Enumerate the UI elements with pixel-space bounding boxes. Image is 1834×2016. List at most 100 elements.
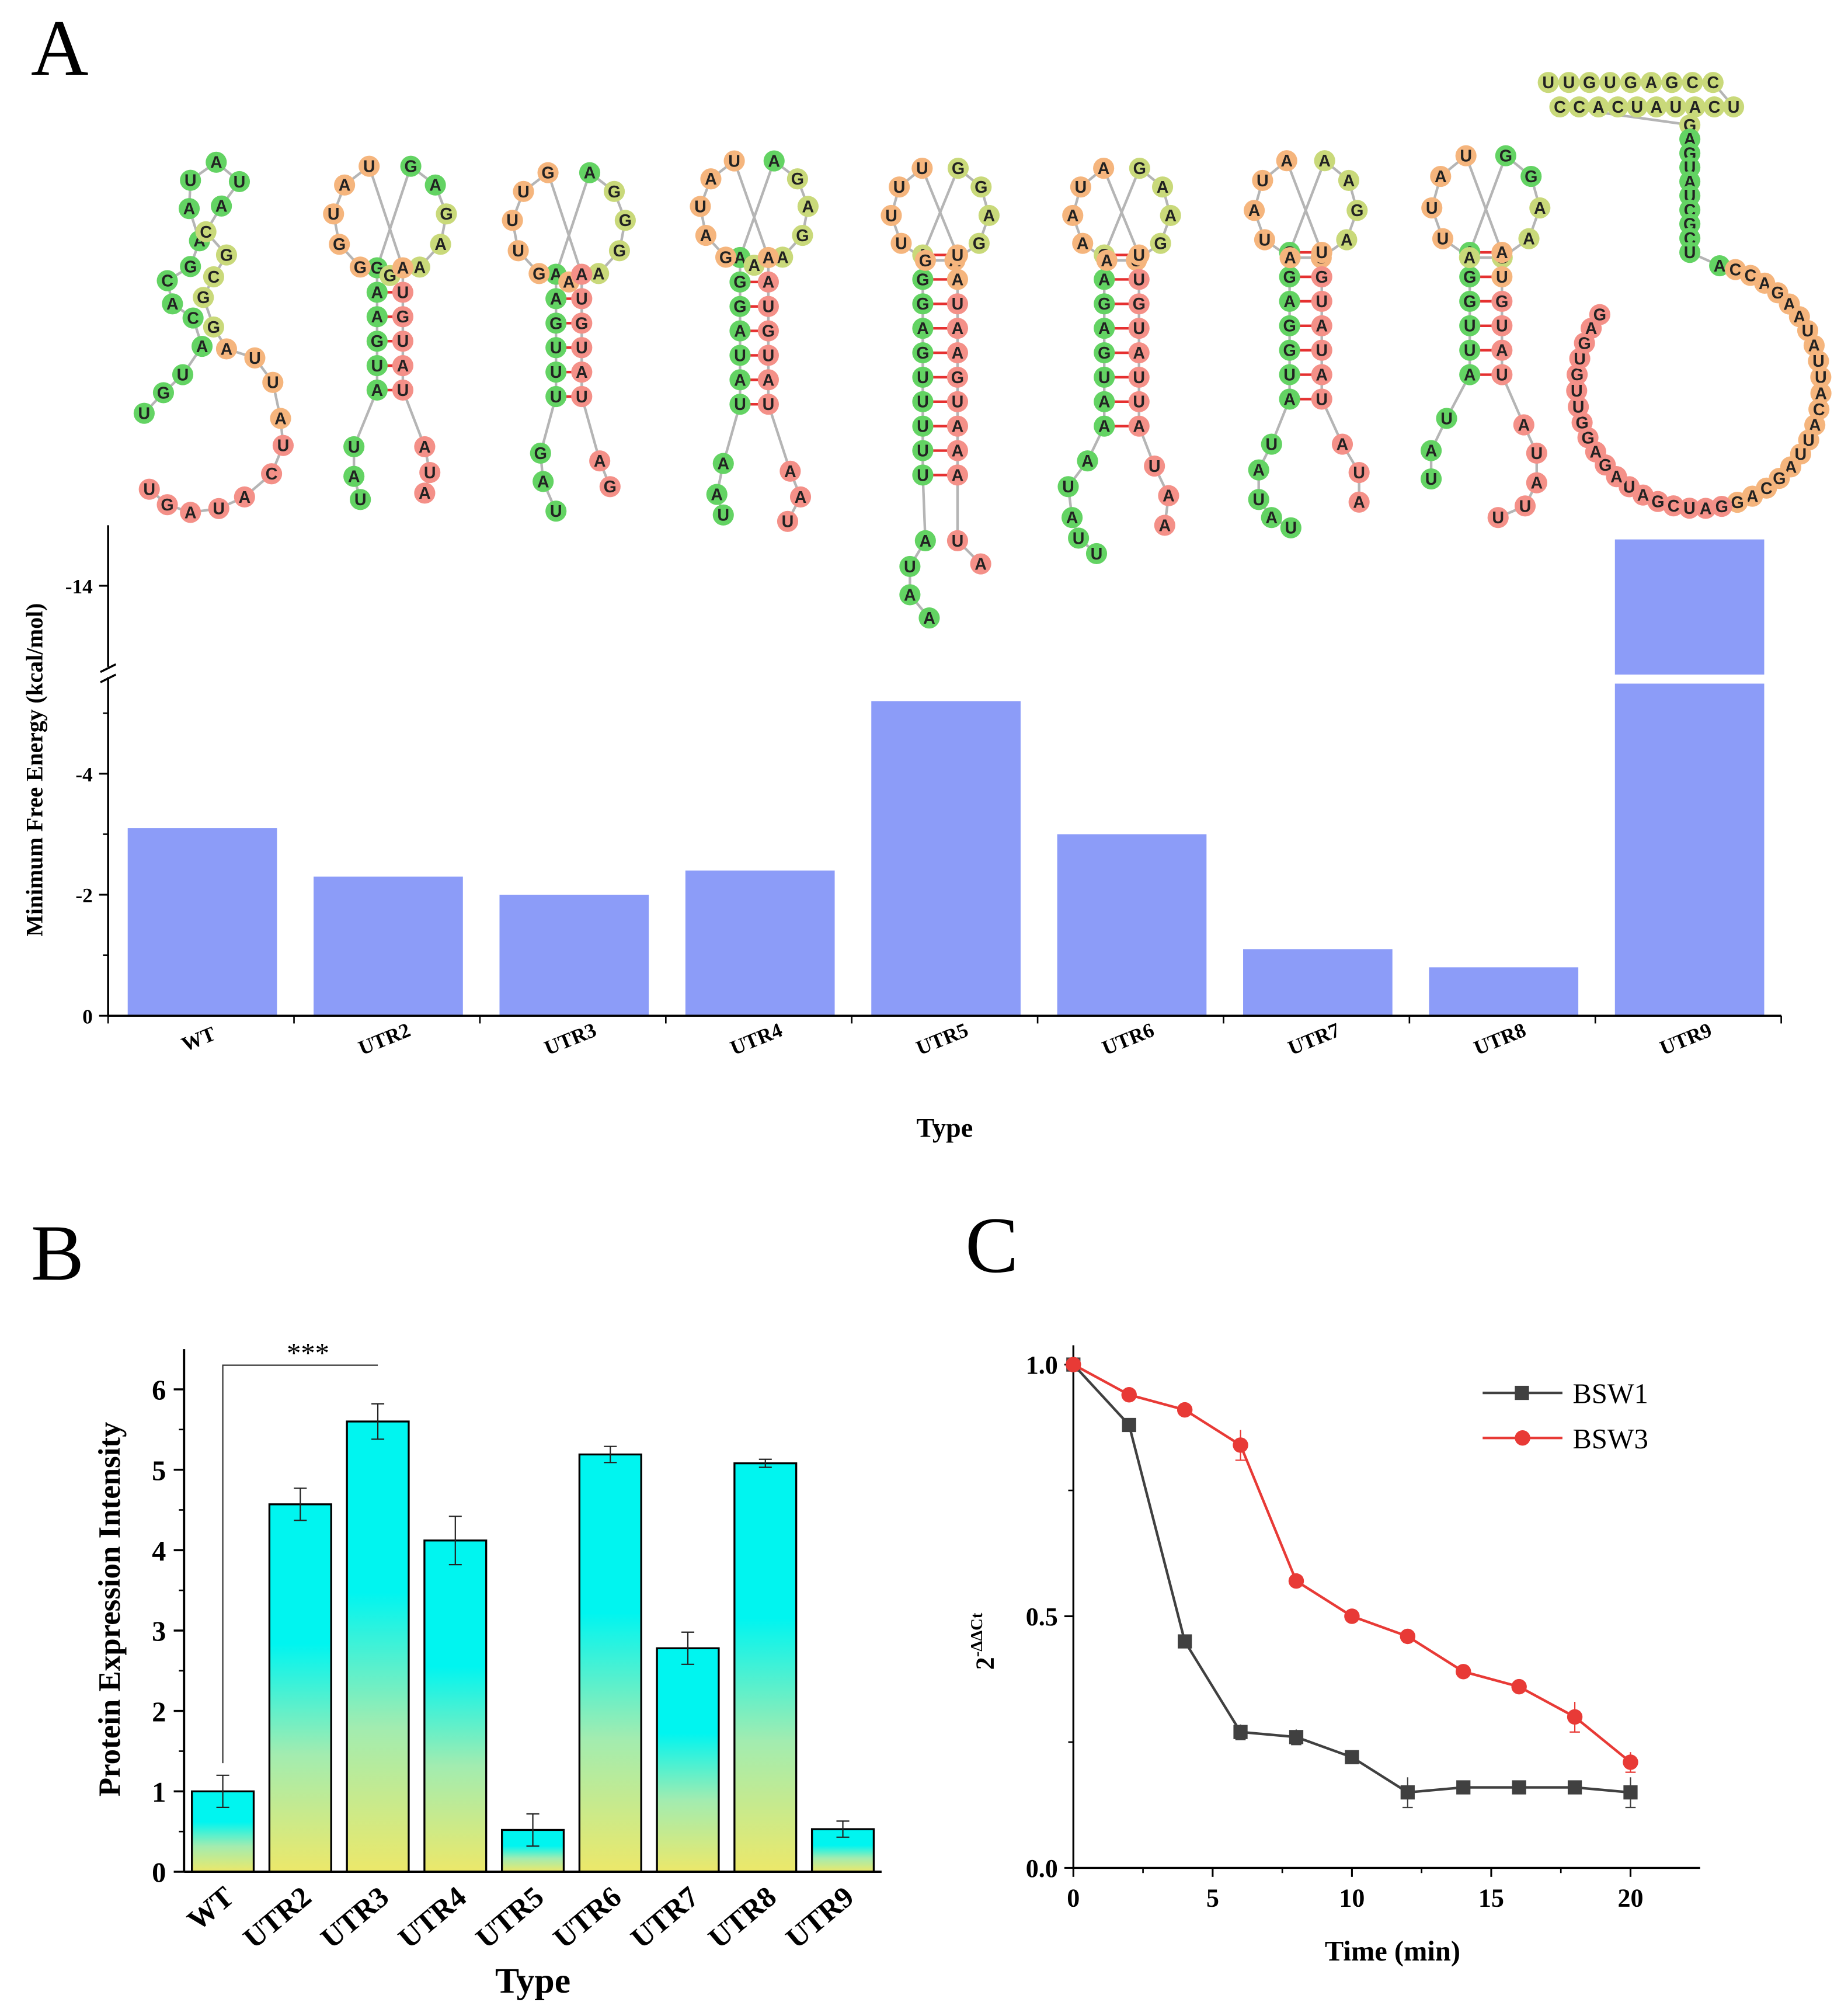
nucleotide-letter: A [983, 207, 996, 225]
nucleotide-letter: A [196, 338, 208, 356]
nucleotide-letter: A [1435, 168, 1447, 186]
nucleotide-letter: G [1583, 74, 1596, 92]
nucleotide-letter: U [1257, 172, 1269, 190]
nucleotide-letter: U [1426, 199, 1438, 218]
nucleotide-letter: A [1316, 317, 1328, 336]
nucleotide-3 [946, 530, 969, 551]
nucleotide-letter: A [1610, 468, 1623, 486]
nucleotide-letter: U [138, 405, 151, 423]
nucleotide-utr9 [1626, 96, 1648, 118]
nucleotide-letter: G [1316, 268, 1328, 287]
nucleotide-letter: U [576, 339, 588, 357]
nucleotide-6 [1514, 495, 1536, 517]
mfe-x-axis-label: Type [916, 1113, 973, 1143]
nucleotide-2 [777, 510, 799, 532]
nucleotide-5 [1279, 266, 1300, 288]
nucleotide-letter: G [919, 252, 932, 270]
nucleotide-0 [392, 306, 413, 328]
legend-label-bsw1: BSW1 [1573, 1379, 1648, 1410]
mfe-axis-break-mark [100, 673, 117, 683]
nucleotide-letter: A [371, 308, 383, 326]
nucleotide-utr9 [1808, 350, 1829, 372]
nucleotide-4 [1129, 158, 1150, 179]
nucleotide-1 [528, 263, 550, 284]
nucleotide-letter: U [348, 438, 360, 457]
nucleotide-2 [729, 345, 751, 366]
mfe-y-tick-label: -14 [65, 575, 93, 598]
nucleotide-utr9 [1702, 72, 1724, 93]
nucleotide-wt [203, 266, 224, 288]
expression-x-tick-utr9: UTR9 [779, 1880, 859, 1955]
nucleotide-0 [329, 234, 350, 255]
nucleotide-letter: U [1464, 317, 1476, 336]
nucleotide-1 [545, 337, 567, 359]
nucleotide-letter: G [333, 235, 346, 254]
nucleotide-5 [1311, 388, 1332, 410]
nucleotide-3 [912, 342, 934, 364]
nucleotide-1 [571, 337, 593, 359]
nucleotide-3 [947, 158, 969, 179]
nucleotide-letter: G [534, 444, 547, 463]
nucleotide-letter: U [1530, 444, 1543, 463]
expression-bar-utr4 [423, 1539, 488, 1873]
mfe-bar-utr9-lower [1614, 683, 1765, 1016]
nucleotide-2 [729, 369, 751, 391]
nucleotide-6 [1430, 166, 1452, 187]
nucleotide-wt [261, 463, 283, 485]
nucleotide-letter: A [1283, 293, 1296, 311]
nucleotide-letter: A [1283, 390, 1296, 409]
point-bsw3 [1177, 1402, 1193, 1418]
nucleotide-6 [1491, 242, 1513, 263]
nucleotide-letter: U [512, 242, 524, 260]
nucleotide-2 [700, 168, 722, 190]
nucleotide-0 [392, 331, 413, 352]
nucleotide-2 [695, 225, 716, 246]
nucleotide-letter: C [1554, 98, 1566, 117]
nucleotide-letter: A [183, 200, 196, 218]
nucleotide-3 [914, 530, 936, 551]
nucleotide-letter: C [1707, 74, 1719, 92]
nucleotide-letter: C [1612, 98, 1624, 117]
nucleotide-letter: U [1815, 369, 1827, 387]
nucleotide-letter: A [339, 176, 351, 195]
nucleotide-2 [757, 246, 779, 269]
nucleotide-letter: G [220, 246, 233, 265]
expression-y-tick-label: 1 [152, 1777, 166, 1808]
mrna-decay-chart: 0 5 10 15 20 0.0 0.5 1.0 BSW1 BSW3 Time (min) 2-… [968, 1345, 1700, 1967]
legend-marker-bsw3 [1515, 1430, 1530, 1446]
nucleotide-letter: U [424, 464, 436, 482]
significance-label: *** [287, 1338, 329, 1369]
nucleotide-letter: A [584, 164, 596, 183]
nucleotide-0 [392, 281, 413, 303]
point-bsw3 [1456, 1664, 1471, 1680]
nucleotide-4 [1094, 269, 1115, 290]
nucleotide-letter: A [784, 463, 796, 481]
nucleotide-letter: G [533, 265, 545, 283]
decay-x-tick-label: 20 [1617, 1884, 1643, 1913]
nucleotide-letter: A [1163, 487, 1175, 506]
significance-bracket [222, 1364, 378, 1764]
nucleotide-1 [502, 210, 523, 231]
nucleotide-wt [208, 498, 229, 519]
nucleotide-0 [392, 379, 413, 401]
nucleotide-letter: U [1075, 178, 1087, 197]
nucleotide-6 [1432, 228, 1454, 249]
nucleotide-letter: G [371, 332, 384, 351]
nucleotide-wt [228, 171, 250, 192]
nucleotide-letter: A [215, 197, 228, 216]
nucleotide-5 [1279, 339, 1300, 361]
nucleotide-3 [946, 464, 969, 486]
nucleotide-letter: A [1081, 452, 1094, 471]
legend: BSW1 BSW3 [1482, 1379, 1648, 1455]
nucleotide-4 [1151, 176, 1174, 198]
nucleotide-2 [712, 504, 734, 526]
nucleotide-letter: U [717, 506, 729, 525]
nucleotide-wt [178, 198, 200, 220]
nucleotide-5 [1346, 200, 1368, 221]
nucleotide-letter: G [608, 183, 621, 201]
nucleotide-letter: A [734, 249, 746, 267]
point-bsw1 [1289, 1730, 1304, 1744]
nucleotide-2 [723, 150, 745, 172]
nucleotide-0 [414, 482, 436, 504]
expression-y-tick-label: 6 [152, 1375, 166, 1406]
